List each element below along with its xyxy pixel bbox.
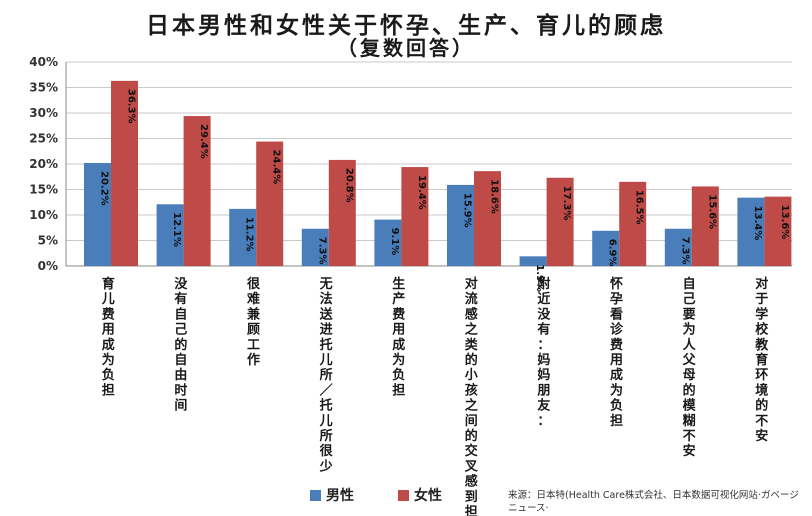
category-label: 生产费用成为负担 (391, 276, 405, 398)
bar-female (401, 167, 429, 266)
category-label: 对于学校教育环境的不安 (754, 276, 769, 444)
y-tick-label: 5% (38, 234, 58, 248)
data-label: 20.2% (99, 171, 110, 206)
y-tick-label: 40% (29, 55, 58, 69)
y-tick-label: 15% (29, 183, 58, 197)
data-label: 13.6% (779, 205, 790, 240)
y-axis-ticks: 0% 5% 10% 15% 20% 25% 30% 35% 40% (29, 55, 58, 273)
legend-swatch (310, 490, 321, 501)
category-label: 没有自己的自由时间 (174, 277, 188, 414)
data-label: 9.1% (389, 228, 400, 256)
bar-female (691, 186, 719, 266)
data-label: 15.9% (462, 193, 473, 228)
bar-female (256, 141, 284, 266)
bars (84, 80, 792, 267)
data-label: 20.8% (343, 168, 354, 203)
legend-label: 女性 (414, 487, 442, 504)
data-label: 19.4% (416, 175, 427, 210)
data-label: 13.4% (752, 206, 763, 241)
data-label: 7.3% (316, 237, 327, 265)
category-label: 附近没有：妈妈朋友： (536, 276, 551, 429)
data-labels: 20.2% 36.3% 12.1% 29.4% 11.2% 24.4% 7.3% 20.8% 9… (99, 89, 790, 292)
bar-male (519, 256, 547, 266)
bar-male (592, 230, 620, 266)
category-label: 无法送进托儿所／托儿所很少 (319, 277, 334, 474)
bar-male (301, 228, 329, 266)
category-label: 育儿费用成为负担 (101, 276, 115, 398)
y-tick-label: 20% (29, 157, 58, 171)
legend: 男性 女性 (310, 487, 442, 504)
y-tick-label: 10% (29, 208, 58, 222)
legend-label: 男性 (326, 487, 354, 504)
category-label: 怀孕看诊费用成为负担 (609, 276, 624, 429)
data-label: 29.4% (198, 124, 209, 159)
chart-title: 日本男性和女性关于怀孕、生产、育儿的顾虑 (146, 13, 666, 39)
legend-swatch (398, 490, 409, 501)
data-label: 36.3% (126, 89, 137, 124)
bar-male (229, 208, 257, 266)
data-label: 17.3% (561, 186, 572, 221)
bar-female (474, 171, 501, 266)
y-tick-label: 30% (29, 106, 58, 120)
bar-male (447, 184, 474, 266)
bar-male (737, 197, 765, 266)
data-label: 15.6% (706, 194, 717, 229)
bar-male (664, 228, 692, 266)
data-label: 7.3% (679, 237, 690, 265)
bar-female (546, 177, 574, 266)
bar-female (328, 159, 356, 266)
bar-male (84, 162, 111, 266)
bar-female (111, 80, 138, 267)
data-label: 1.9% (534, 264, 545, 292)
y-tick-label: 35% (29, 81, 58, 95)
category-labels: 育儿费用成为负担 没有自己的自由时间 很难兼顾工作 无法送进托儿所／托儿所很少 生产费用… (101, 276, 769, 516)
data-label: 24.4% (271, 150, 282, 185)
data-label: 18.6% (489, 179, 500, 214)
data-label: 16.5% (634, 190, 645, 225)
category-label: 对流感之类的小孩之间的交叉感到担心 (464, 276, 479, 516)
data-label: 12.1% (171, 212, 182, 247)
bar-female (619, 181, 647, 266)
bar-male (156, 204, 184, 266)
data-label: 11.2% (244, 217, 255, 252)
data-label: 6.9% (607, 239, 618, 267)
y-tick-label: 25% (29, 132, 58, 146)
category-label: 很难兼顾工作 (246, 276, 261, 368)
bar-female (764, 196, 792, 266)
chart-subtitle: （复数回答） (337, 36, 475, 60)
bar-male (374, 219, 402, 266)
source-note: 来源：日本特(Health Care株式会社、日本数据可视化网站·ガベージニュー… (508, 490, 799, 514)
y-tick-label: 0% (38, 259, 58, 273)
bar-female (183, 116, 211, 266)
category-label: 自己要为人父母的模糊不安 (682, 276, 697, 459)
